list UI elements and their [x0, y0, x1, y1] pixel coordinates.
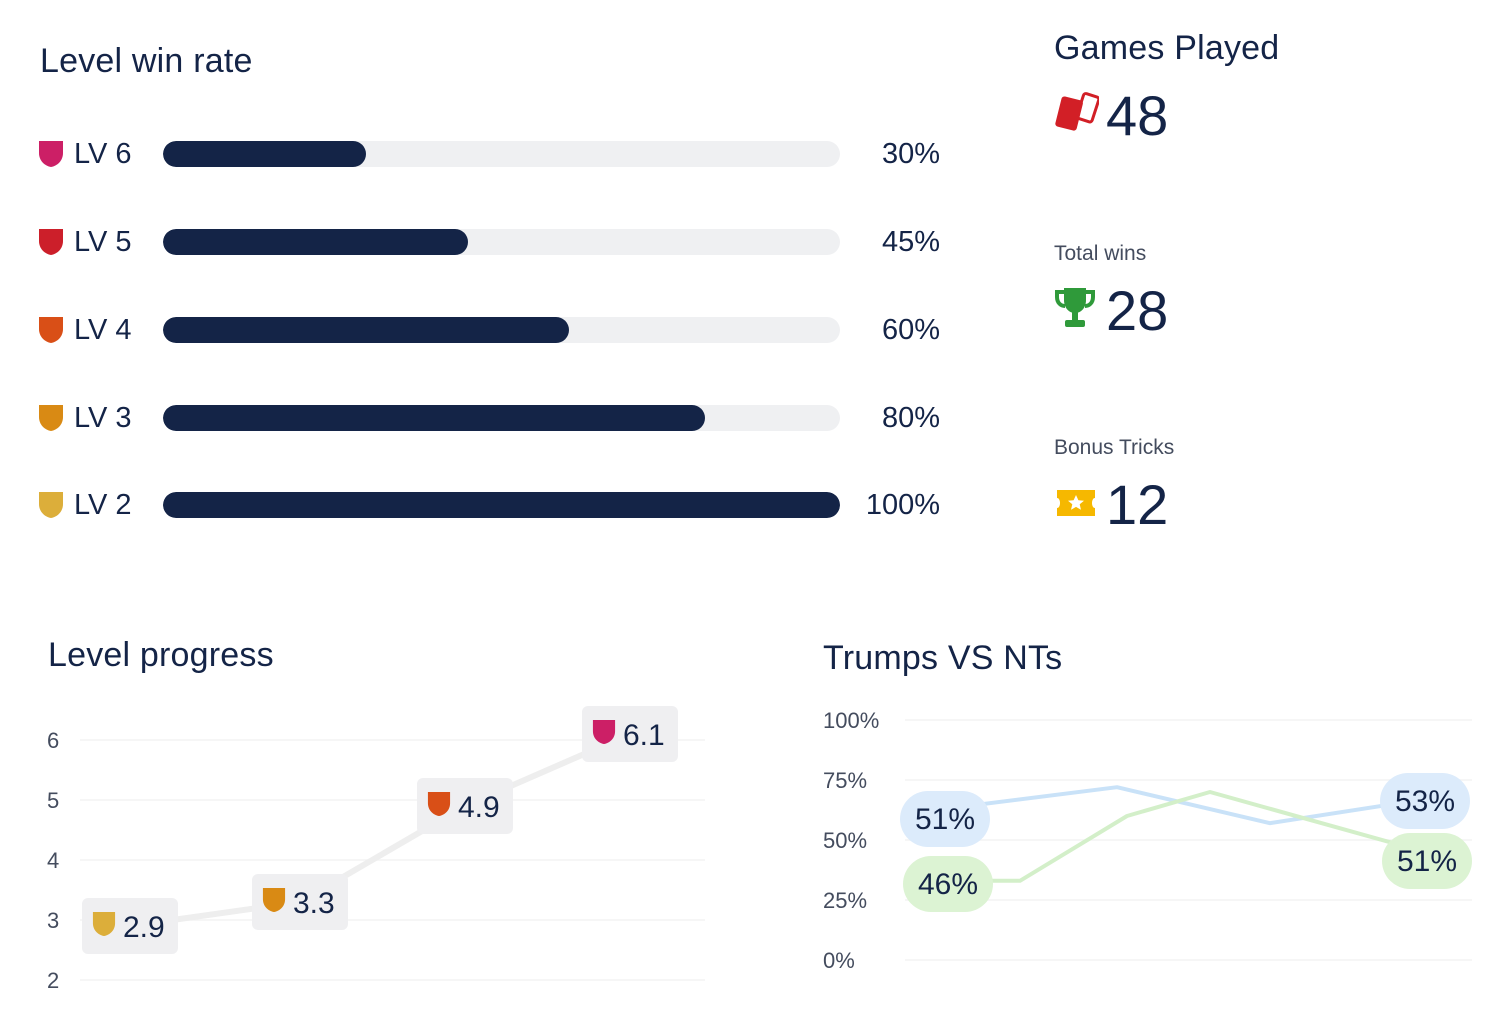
win-rate-bar — [163, 317, 570, 343]
level-label: LV 4 — [74, 314, 132, 346]
level-shield-icon — [427, 792, 451, 816]
win-rate-row: LV 3 80% — [38, 398, 940, 438]
level-progress-title: Level progress — [48, 636, 274, 674]
series-value-label: 51% — [915, 803, 975, 836]
y-tick-label: 2 — [47, 968, 59, 993]
win-rate-row: LV 6 30% — [38, 134, 940, 174]
win-rate-value: 80% — [881, 402, 940, 434]
data-point: 2.9 — [82, 898, 178, 954]
level-shield-icon — [39, 317, 63, 343]
data-point-label: 2.9 — [123, 911, 165, 944]
y-tick-label: 100% — [823, 708, 879, 733]
series-value-label: 53% — [1395, 785, 1455, 818]
level-shield-icon — [39, 492, 63, 518]
bonus-tricks-value: 12 — [1106, 473, 1169, 536]
series-value-label: 46% — [918, 868, 978, 901]
win-rate-row: LV 2 100% — [38, 485, 940, 525]
data-point-label: 6.1 — [623, 719, 665, 752]
y-tick-label: 50% — [823, 828, 867, 853]
total-wins-label: Total wins — [1054, 242, 1147, 265]
win-rate-title: Level win rate — [40, 42, 253, 80]
series-value-pill: 51% — [900, 791, 990, 847]
win-rate-row: LV 4 60% — [38, 310, 940, 350]
data-point: 6.1 — [582, 706, 678, 762]
level-shield-icon — [262, 888, 286, 912]
series-line-trumps — [944, 785, 1426, 826]
win-rate-track — [163, 317, 840, 343]
y-tick-label: 3 — [47, 908, 59, 933]
series-pill-background — [900, 791, 990, 847]
y-tick-label: 5 — [47, 788, 59, 813]
series-value-pill: 53% — [1380, 773, 1470, 829]
trumps-vs-nts-chart: 100% 75% 50% 25% 0% 51% 53% 46% 51% — [823, 708, 1472, 973]
data-point: 3.3 — [252, 874, 348, 930]
level-shield-icon — [39, 229, 63, 255]
level-shield-icon — [592, 720, 616, 744]
series-value-pill: 46% — [903, 856, 993, 912]
win-rate-track — [163, 229, 840, 255]
level-shield-icon — [39, 405, 63, 431]
series-pill-background — [903, 856, 993, 912]
level-shield-icon — [39, 141, 63, 167]
y-tick-label: 75% — [823, 768, 867, 793]
series-value-label: 51% — [1397, 845, 1457, 878]
games-played-value: 48 — [1106, 84, 1169, 147]
progress-line — [129, 731, 632, 929]
level-label: LV 2 — [74, 489, 132, 521]
win-rate-value: 45% — [881, 226, 940, 258]
win-rate-value: 100% — [865, 489, 940, 521]
level-progress-chart: 6 5 4 3 2 2.9 3.3 4.9 6.1 — [47, 706, 705, 993]
bonus-tricks-label: Bonus Tricks — [1054, 436, 1175, 459]
win-rate-bar — [163, 405, 705, 431]
total-wins-value: 28 — [1106, 279, 1169, 342]
series-pill-background — [1382, 833, 1472, 889]
win-rate-track — [163, 492, 840, 518]
level-label: LV 3 — [74, 402, 132, 434]
level-label: LV 5 — [74, 226, 132, 258]
win-rate-value: 30% — [881, 138, 940, 170]
win-rate-bar — [163, 141, 367, 167]
y-tick-label: 25% — [823, 888, 867, 913]
level-shield-icon — [92, 912, 116, 936]
trophy-icon — [1055, 288, 1095, 327]
data-point-label: 4.9 — [458, 791, 500, 824]
series-value-pill: 51% — [1382, 833, 1472, 889]
data-point: 4.9 — [417, 778, 513, 834]
cards-icon — [1055, 92, 1099, 131]
series-pill-background — [1380, 773, 1470, 829]
win-rate-value: 60% — [881, 314, 940, 346]
y-tick-label: 0% — [823, 948, 855, 973]
ticket-star-icon — [1057, 490, 1095, 516]
win-rate-track — [163, 405, 840, 431]
data-point-label: 3.3 — [293, 887, 335, 920]
y-tick-label: 6 — [47, 728, 59, 753]
y-tick-label: 4 — [47, 848, 59, 873]
level-label: LV 6 — [74, 138, 132, 170]
series-line-nts — [945, 790, 1426, 883]
win-rate-track — [163, 141, 840, 167]
win-rate-bar — [163, 229, 468, 255]
trumps-vs-nts-title: Trumps VS NTs — [823, 639, 1063, 677]
win-rate-row: LV 5 45% — [38, 222, 940, 262]
games-played-label: Games Played — [1054, 29, 1280, 67]
win-rate-bar — [163, 492, 840, 518]
